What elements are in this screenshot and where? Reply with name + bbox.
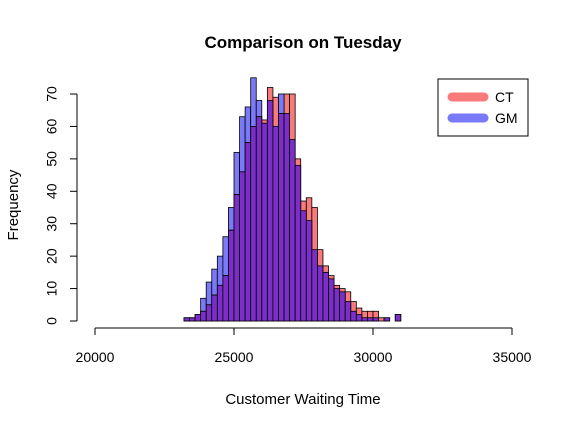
overlap-bar (289, 138, 296, 322)
overlap-bar (367, 317, 374, 322)
y-tick-label: 20 (44, 248, 60, 264)
overlap-bar (194, 314, 202, 322)
overlap-bar (344, 301, 352, 322)
overlap-bar (339, 291, 346, 322)
legend-label-gm: GM (495, 110, 518, 126)
overlap-bar (361, 317, 368, 322)
y-tick-label: 0 (44, 317, 60, 325)
gm-bar (211, 268, 218, 296)
x-axis: 20000 25000 30000 35000 (76, 327, 532, 365)
overlap-bar (183, 317, 190, 322)
overlap-bar (233, 194, 240, 322)
overlap-bar (294, 164, 302, 322)
overlap-bar (261, 122, 268, 322)
legend-box (437, 78, 529, 137)
gm-bar (233, 151, 240, 195)
overlap-bar (216, 284, 224, 322)
overlap-bar (278, 113, 285, 322)
chart-title: Comparison on Tuesday (204, 33, 402, 52)
gm-bar (239, 116, 246, 173)
overlap-bar (372, 317, 379, 322)
y-axis-label: Frequency (5, 169, 22, 240)
gm-bar (216, 255, 224, 286)
gm-bars (183, 77, 402, 322)
y-axis: 0 10 20 30 40 50 60 70 (44, 86, 78, 325)
ct-bar (378, 317, 385, 322)
overlap-bar (222, 275, 229, 322)
overlap-bar (300, 210, 307, 322)
overlap-bar (228, 229, 235, 322)
gm-bar (222, 236, 229, 277)
overlap-bar (305, 220, 313, 322)
overlap-bar (200, 310, 207, 322)
gm-bar (228, 207, 235, 231)
overlap-bar (255, 116, 263, 322)
gm-bar (278, 93, 285, 114)
overlap-bar (189, 317, 196, 322)
overlap-bar (316, 265, 324, 322)
y-tick-label: 60 (44, 118, 60, 134)
x-axis-label: Customer Waiting Time (225, 391, 380, 408)
overlap-bar (355, 314, 363, 322)
y-tick-label: 10 (44, 281, 60, 297)
overlap-bar (205, 304, 213, 322)
overlap-bar (322, 271, 329, 322)
overlap-bar (311, 249, 318, 322)
overlap-bar (394, 314, 402, 322)
gm-bar (205, 281, 213, 306)
y-tick-label: 30 (44, 216, 60, 232)
overlap-bar (239, 171, 246, 322)
overlap-bar (383, 317, 391, 322)
overlap-bar (266, 100, 274, 322)
y-tick-label: 50 (44, 151, 60, 167)
gm-bar (200, 297, 207, 312)
x-tick-label: 20000 (76, 349, 115, 365)
gm-bar (244, 106, 252, 144)
overlap-bar (333, 288, 341, 322)
overlap-bar (350, 310, 357, 322)
overlap-bar (244, 142, 252, 322)
overlap-bar (272, 126, 279, 322)
x-tick-label: 35000 (493, 349, 532, 365)
overlap-bar (283, 113, 291, 322)
overlap-bar (250, 126, 257, 322)
x-tick-label: 30000 (354, 349, 393, 365)
y-tick-label: 70 (44, 86, 60, 102)
legend: CT GM (437, 78, 529, 137)
y-tick-label: 40 (44, 183, 60, 199)
legend-label-ct: CT (495, 89, 514, 105)
x-tick-label: 25000 (215, 349, 254, 365)
gm-bar (250, 77, 257, 127)
overlap-bar (328, 278, 335, 322)
gm-bar (255, 100, 263, 118)
overlap-bar (211, 294, 218, 322)
